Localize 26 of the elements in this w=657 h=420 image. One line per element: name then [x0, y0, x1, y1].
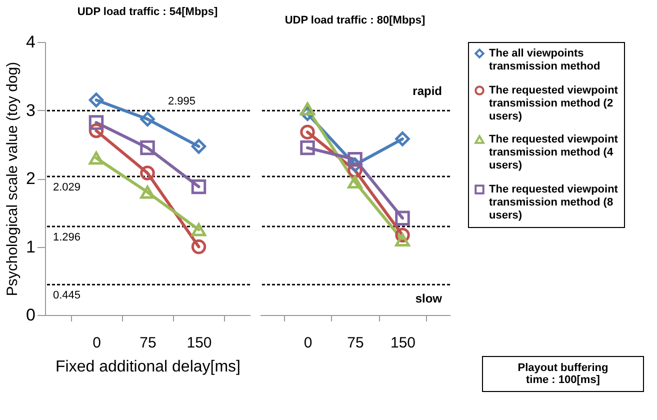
chart-title: UDP load traffic : 80[Mbps] — [284, 14, 426, 26]
y-tick-label: 0 — [26, 306, 36, 324]
legend-label: The requested viewpoint transmission method (8 users) — [489, 184, 618, 222]
legend-label: The requested viewpoint transmission method (4 users) — [489, 134, 618, 172]
y-axis-title: Psychological scale value (toy dog) — [4, 62, 22, 296]
y-tick-label: 4 — [26, 32, 36, 52]
x-axis-title: Fixed additional delay[ms] — [56, 358, 240, 376]
x-tick-label: 75 — [347, 334, 364, 352]
text: Playout buffering time : 100[ms] — [482, 356, 644, 392]
x-tick-label: 150 — [390, 334, 416, 352]
annotation: slow — [415, 292, 443, 306]
legend-label: The all viewpoints transmission method — [489, 48, 600, 72]
chart-title: UDP load traffic : 54[Mbps] — [77, 6, 218, 18]
x-tick-label: 0 — [304, 334, 312, 352]
y-tick-label: 1 — [26, 237, 36, 256]
x-tick-label: 75 — [140, 334, 156, 352]
y-tick-label: 3 — [26, 100, 36, 120]
y-tick-label: 2 — [26, 169, 36, 188]
ref-line-label: 1.296 — [53, 232, 81, 244]
annotation: rapid — [412, 84, 442, 98]
ref-line-label: 0.445 — [53, 290, 81, 302]
legend-label: The requested viewpoint transmission method (2 users) — [489, 84, 618, 122]
x-tick-label: 0 — [92, 334, 101, 352]
ref-line-label: 2.995 — [168, 96, 196, 108]
ref-line-label: 2.029 — [53, 182, 81, 194]
x-tick-label: 150 — [186, 334, 212, 352]
